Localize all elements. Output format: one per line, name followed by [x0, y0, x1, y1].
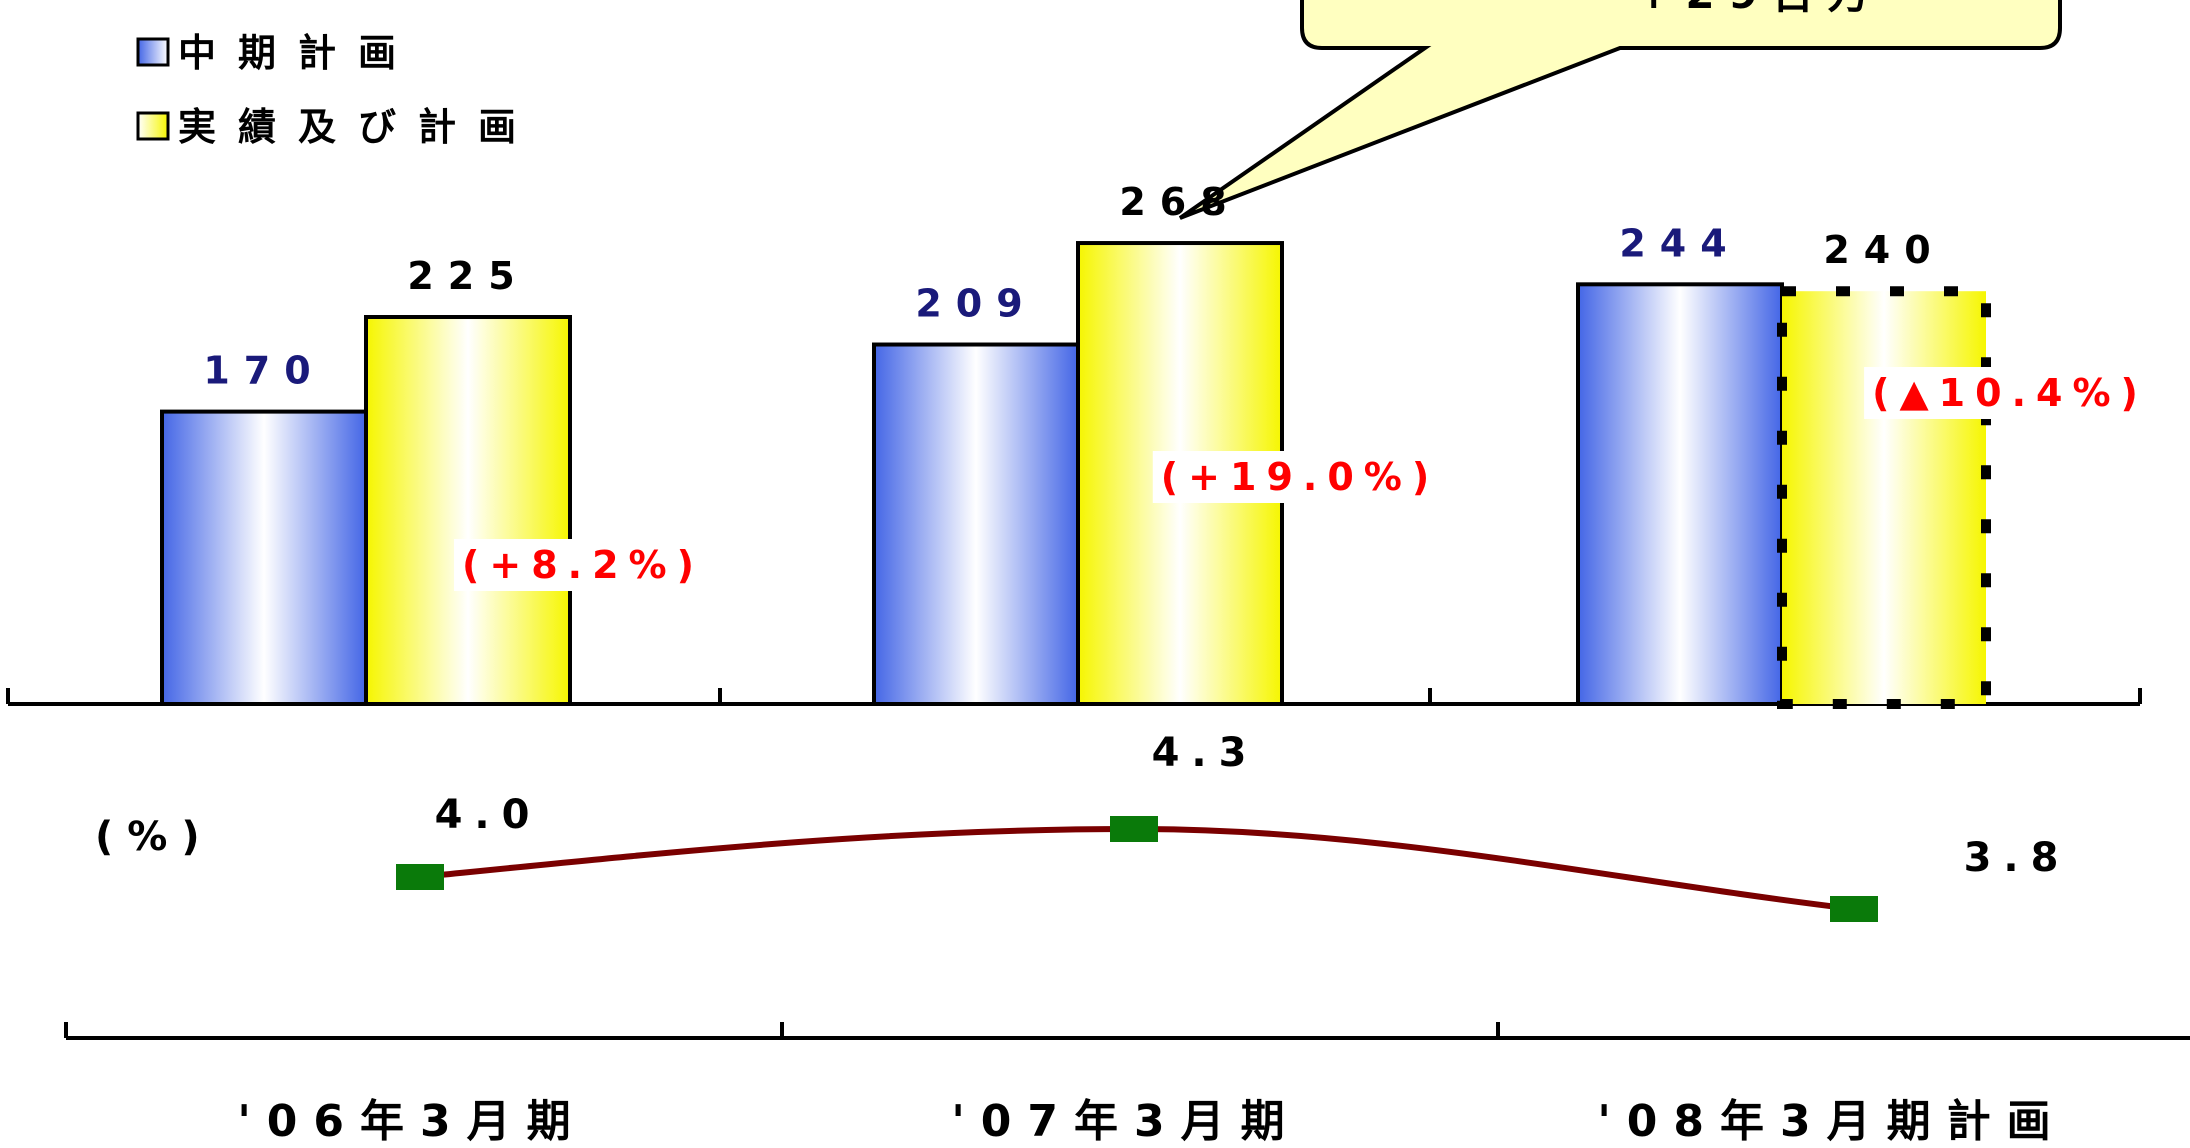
legend-label-plan: 中期計画 — [178, 31, 418, 75]
bar-label-plan-1: 209 — [915, 282, 1036, 326]
legend-swatch-actual — [138, 113, 168, 139]
line-unit-label: (%) — [95, 814, 214, 860]
ratio-label-0: 4.0 — [435, 792, 542, 838]
bar-label-plan-0: 170 — [203, 349, 324, 393]
ratio-marker-1 — [1110, 816, 1158, 842]
bar-plan-0 — [162, 412, 366, 704]
ratio-label-1: 4.3 — [1152, 730, 1259, 776]
legend: 中期計画 実績及び計画 — [138, 31, 538, 149]
bar-label-plan-2: 244 — [1619, 221, 1740, 265]
bar-plan-1 — [874, 345, 1078, 704]
callout-text: +29百万 — [1636, 0, 1884, 18]
legend-swatch-plan — [138, 39, 168, 65]
bar-label-actual-1: 268 — [1119, 180, 1240, 224]
bar-label-actual-0: 225 — [407, 254, 528, 298]
category-axis: '06年3月期 '07年3月期 '08年3月期計画 — [66, 1022, 2190, 1147]
ratio-line-plot: (%) 4.0 4.3 3.8 — [95, 730, 2070, 922]
bar-plan-2 — [1578, 284, 1782, 704]
bar-plot: 170 225 (+8.2%) 209 268 (+19.0%) 244 240 (▲10.4%… — [8, 180, 2156, 704]
bar-actual-2 — [1782, 291, 1986, 704]
callout-bubble — [1180, 0, 2060, 218]
bar-label-actual-2: 240 — [1823, 228, 1944, 272]
legend-label-actual: 実績及び計画 — [178, 105, 538, 149]
callout: +29百万 — [1180, 0, 2060, 218]
bar-actual-0 — [366, 317, 570, 704]
growth-label-0: (+8.2%) — [462, 543, 704, 587]
category-label-0: '06年3月期 — [237, 1096, 586, 1147]
category-label-1: '07年3月期 — [951, 1096, 1300, 1147]
ratio-marker-2 — [1830, 896, 1878, 922]
ratio-label-2: 3.8 — [1964, 835, 2071, 881]
growth-label-1: (+19.0%) — [1161, 455, 1439, 499]
ratio-marker-0 — [396, 864, 444, 890]
category-label-2: '08年3月期計画 — [1597, 1096, 2066, 1147]
growth-label-2: (▲10.4%) — [1872, 371, 2148, 415]
